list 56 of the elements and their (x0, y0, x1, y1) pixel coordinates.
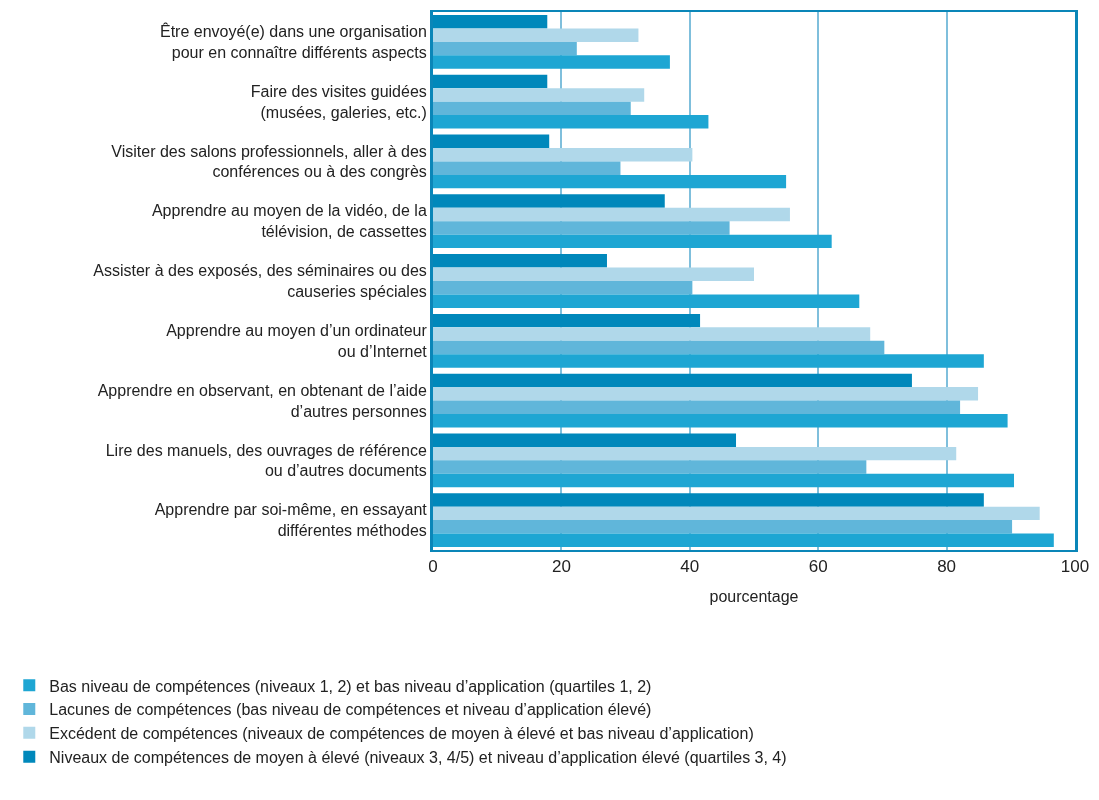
y-tick-label: Apprendre au moyen de la vidéo, de la télévision, de cassettes (151, 202, 427, 241)
bar (433, 221, 730, 235)
bar (433, 207, 790, 222)
bar (433, 354, 984, 368)
y-tick-label: Apprendre en observant, en obtenant de l’aide d’autres personnes (97, 381, 427, 420)
y-tick-label: Apprendre au moyen d’un ordinateur ou d’Internet (166, 321, 428, 360)
bar (433, 234, 832, 249)
bar (433, 194, 665, 208)
bar (433, 373, 912, 388)
bar (433, 161, 621, 175)
bar (433, 55, 670, 69)
legend-label: Bas niveau de compétences (niveaux 1, 2) et bas niveau d’application (quartiles 1, 2) (49, 677, 652, 695)
bar (433, 533, 1054, 548)
bar (433, 174, 787, 189)
bar (433, 460, 867, 474)
bar (433, 340, 885, 355)
x-tick-label: 60 (808, 557, 828, 577)
bar (433, 147, 693, 162)
x-tick-label: 0 (428, 557, 438, 577)
bar (433, 520, 1013, 534)
legend-label: Niveaux de compétences de moyen à élevé (niveaux 3, 4/5) et niveau d’application élevé (quartiles 3, 4) (49, 748, 787, 766)
x-tick-label: 40 (680, 557, 700, 577)
bar (433, 74, 548, 89)
bar (433, 267, 754, 281)
bar (433, 414, 1008, 428)
bar (433, 294, 860, 308)
bar (433, 387, 979, 401)
bar (433, 400, 961, 415)
bar (433, 101, 631, 116)
bar (433, 493, 984, 507)
bar (433, 14, 548, 29)
y-tick-label: Faire des visites guidées (musées, galeries, etc.) (250, 82, 427, 121)
bar (433, 254, 607, 268)
bar (433, 88, 645, 102)
y-tick-label: Être envoyé(e) dans une organisation pour en connaître différents aspects (159, 22, 427, 61)
bar (433, 115, 709, 129)
legend-label: Lacunes de compétences (bas niveau de compétences et niveau d’application élevé) (49, 701, 652, 719)
legend-label: Excédent de compétences (niveaux de compétences de moyen à élevé et bas niveau d’application) (49, 725, 754, 743)
bar (433, 473, 1015, 488)
y-tick-label: Lire des manuels, des ouvrages de référence ou d’autres documents (105, 441, 427, 480)
bar (433, 28, 639, 42)
bar (433, 281, 693, 295)
bar (433, 134, 550, 148)
y-tick-label: Assister à des exposés, des séminaires ou des causeries spéciales (93, 262, 427, 300)
x-tick-label: 20 (551, 557, 571, 577)
bar (433, 446, 957, 461)
bar (433, 506, 1040, 521)
bar (433, 327, 871, 341)
bar (433, 41, 577, 56)
x-axis-title: pourcentage (709, 587, 799, 605)
bar (433, 313, 701, 328)
y-tick-label: Apprendre par soi-même, en essayant différentes méthodes (154, 501, 428, 540)
y-tick-label: Visiter des salons professionnels, aller à des conférences ou à des congrès (111, 142, 427, 181)
x-tick-label: 80 (937, 557, 957, 577)
x-tick-label: 100 (1060, 557, 1090, 577)
bar (433, 433, 737, 447)
